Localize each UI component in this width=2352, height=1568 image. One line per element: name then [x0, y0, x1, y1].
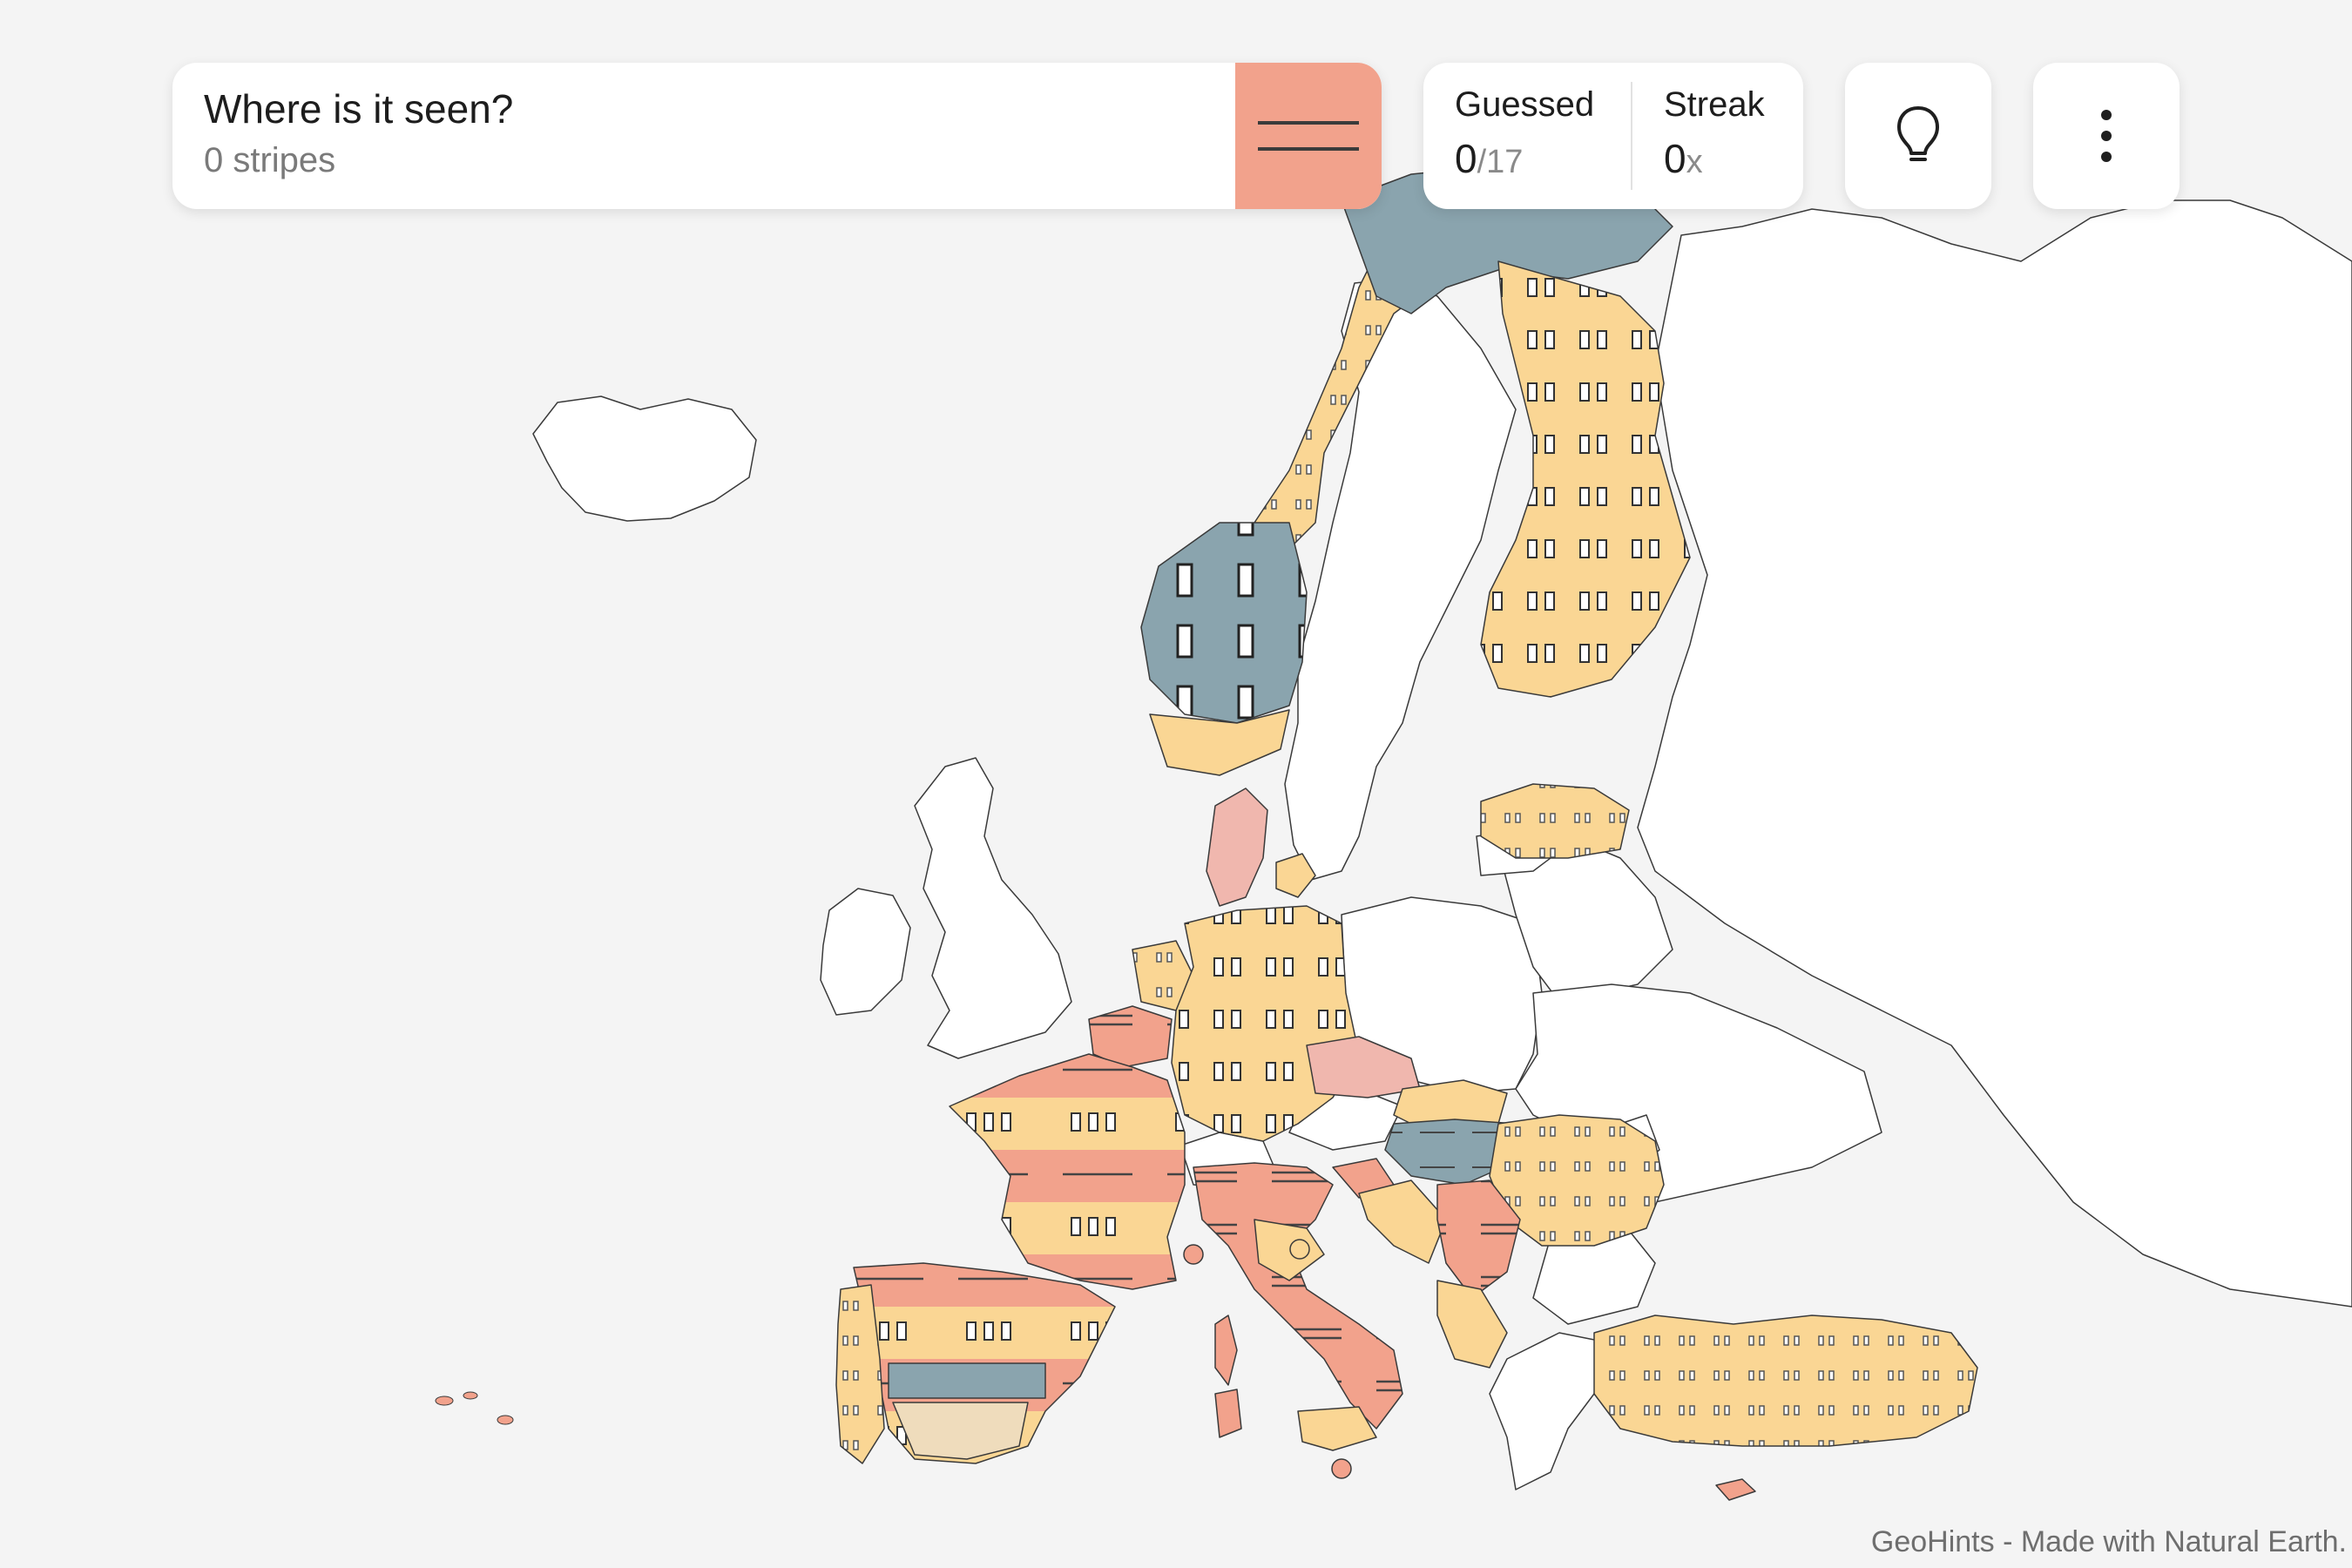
hint-button[interactable] [1845, 63, 1991, 209]
hungary [1384, 1119, 1517, 1186]
guessed-section: Guessed 0/17 [1455, 85, 1594, 182]
streak-count: 0 [1664, 136, 1686, 181]
finland [1480, 260, 1691, 698]
latvia [1480, 783, 1630, 859]
guessed-total: /17 [1477, 144, 1524, 180]
lightbulb-icon [1897, 106, 1939, 161]
streak-suffix: x [1686, 144, 1703, 180]
canary-islands [435, 1391, 514, 1425]
montenegro-albania [1436, 1280, 1508, 1369]
spain-center-blue [888, 1362, 1046, 1399]
stripe-line [1258, 121, 1359, 125]
question-title: Where is it seen? [204, 86, 514, 132]
italy [1193, 1162, 1403, 1429]
cyprus [1715, 1478, 1756, 1501]
spain-south-sand [892, 1402, 1029, 1460]
score-divider [1631, 82, 1632, 190]
score-card: Guessed 0/17 Streak 0x [1423, 63, 1803, 209]
attribution: GeoHints - Made with Natural Earth. [1870, 1525, 2347, 1558]
stripe-count: 0 stripes [204, 141, 336, 179]
ireland [820, 888, 911, 1016]
land-base [532, 199, 2352, 1490]
guessed-count: 0 [1455, 136, 1477, 181]
streak-section: Streak 0x [1664, 85, 1765, 182]
belgium [1088, 1005, 1173, 1068]
norway-south [1140, 522, 1308, 724]
more-vertical-icon [2101, 110, 2112, 162]
denmark [1206, 787, 1268, 907]
serbia [1436, 1179, 1521, 1299]
streak-label: Streak [1664, 85, 1765, 124]
portugal [835, 1284, 885, 1464]
stripe-line [1258, 147, 1359, 151]
streak-value: 0x [1664, 135, 1765, 182]
germany [1171, 905, 1360, 1142]
sicily [1297, 1406, 1377, 1451]
sardinia [1214, 1389, 1242, 1438]
iceland [532, 395, 757, 522]
stripe-swatch [1235, 63, 1382, 209]
sweden [1284, 278, 1517, 881]
great-britain [914, 757, 1072, 1059]
italy-north-yellow [1254, 1219, 1325, 1281]
malta [1331, 1458, 1352, 1479]
guessed-value: 0/17 [1455, 135, 1594, 182]
monaco [1183, 1244, 1204, 1265]
menu-button[interactable] [2033, 63, 2180, 209]
guess-regions[interactable] [835, 165, 1978, 1501]
norway-south-tip [1149, 709, 1290, 776]
turkey [1593, 1315, 1978, 1447]
san-marino [1289, 1239, 1310, 1260]
greece [1489, 1332, 1604, 1490]
france [949, 1053, 1186, 1290]
denmark-islands [1275, 853, 1316, 898]
question-card: Where is it seen? 0 stripes [172, 63, 1382, 209]
corsica [1214, 1315, 1238, 1386]
guessed-label: Guessed [1455, 85, 1595, 124]
croatia [1358, 1179, 1447, 1264]
russia [1637, 199, 2352, 1308]
